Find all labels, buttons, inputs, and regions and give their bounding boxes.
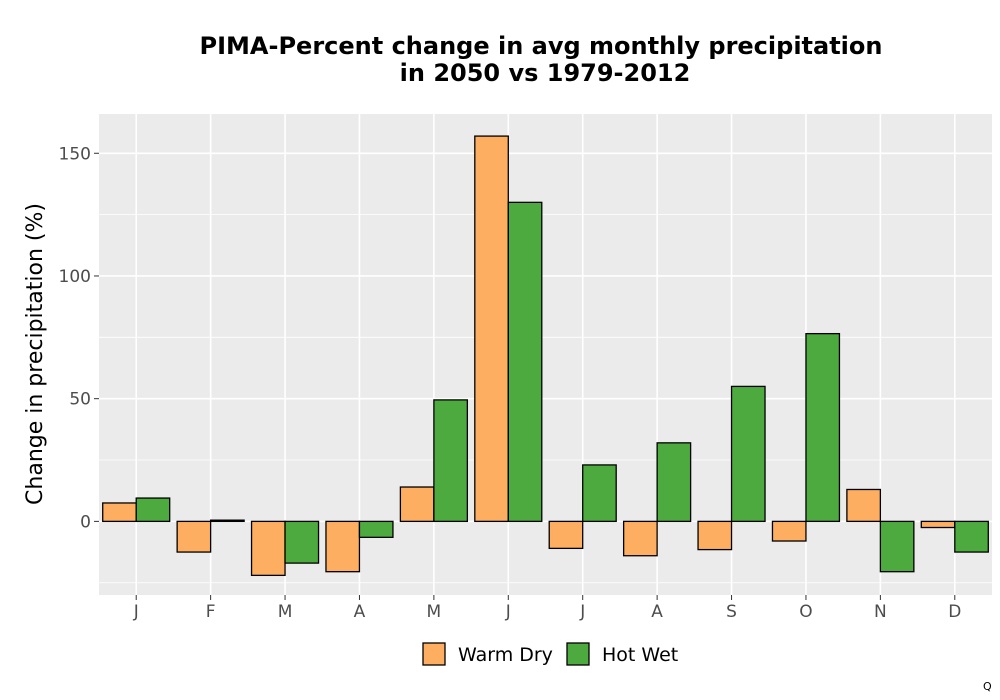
bar-warm-dry: [176, 520, 212, 553]
bar-warm-dry: [325, 520, 361, 573]
bar-warm-dry: [697, 520, 733, 551]
bar-hot-wet: [284, 520, 320, 564]
legend-label: Hot Wet: [602, 644, 678, 666]
x-tick-label: J: [505, 602, 511, 622]
legend-key-warm-dry: [422, 642, 446, 666]
bar-warm-dry: [920, 520, 956, 529]
bar-warm-dry: [250, 520, 286, 577]
bar-hot-wet: [358, 520, 394, 538]
corner-mark: Q: [983, 680, 992, 693]
legend: Warm Dry Hot Wet: [422, 642, 678, 666]
legend-label: Warm Dry: [458, 644, 553, 666]
bar-warm-dry: [548, 520, 584, 550]
x-tick-label: A: [651, 602, 663, 622]
y-tick-label: 50: [69, 390, 91, 410]
bar-hot-wet: [507, 201, 543, 523]
y-tick-label: 150: [59, 144, 91, 164]
y-tick-label: 100: [59, 267, 91, 287]
bar-hot-wet: [730, 385, 766, 523]
bar-warm-dry: [102, 502, 137, 523]
y-axis-label: Change in precipitation (%): [23, 203, 48, 505]
x-tick-label: M: [278, 602, 293, 622]
bar-hot-wet: [209, 519, 245, 523]
bar-warm-dry: [771, 520, 807, 542]
y-axis-ticks: 0 50 100 150: [59, 144, 99, 532]
x-tick-label: S: [726, 602, 737, 622]
bar-warm-dry: [846, 488, 882, 523]
x-tick-label: F: [206, 602, 216, 622]
chart-title-line-2: in 2050 vs 1979-2012: [400, 59, 691, 87]
legend-key-hot-wet: [566, 642, 590, 666]
x-tick-label: A: [354, 602, 366, 622]
x-tick-label: O: [799, 602, 812, 622]
bar-hot-wet: [656, 442, 692, 523]
bar-warm-dry: [622, 520, 658, 557]
bar-warm-dry: [474, 135, 509, 523]
x-tick-label: M: [427, 602, 442, 622]
x-tick-label: N: [874, 602, 887, 622]
bars: [102, 135, 989, 577]
x-tick-label: D: [948, 602, 961, 622]
bar-hot-wet: [805, 332, 841, 523]
bar-hot-wet: [433, 399, 469, 523]
bar-hot-wet: [582, 464, 617, 523]
y-tick-label: 0: [80, 512, 91, 532]
x-tick-label: J: [579, 602, 585, 622]
bar-hot-wet: [879, 520, 915, 573]
bar-hot-wet: [135, 497, 171, 523]
plot-panel: [99, 114, 992, 595]
bar-hot-wet: [954, 520, 989, 553]
bar-warm-dry: [399, 486, 435, 523]
chart-title-line-1: PIMA-Percent change in avg monthly preci…: [200, 32, 883, 60]
x-tick-label: J: [133, 602, 139, 622]
